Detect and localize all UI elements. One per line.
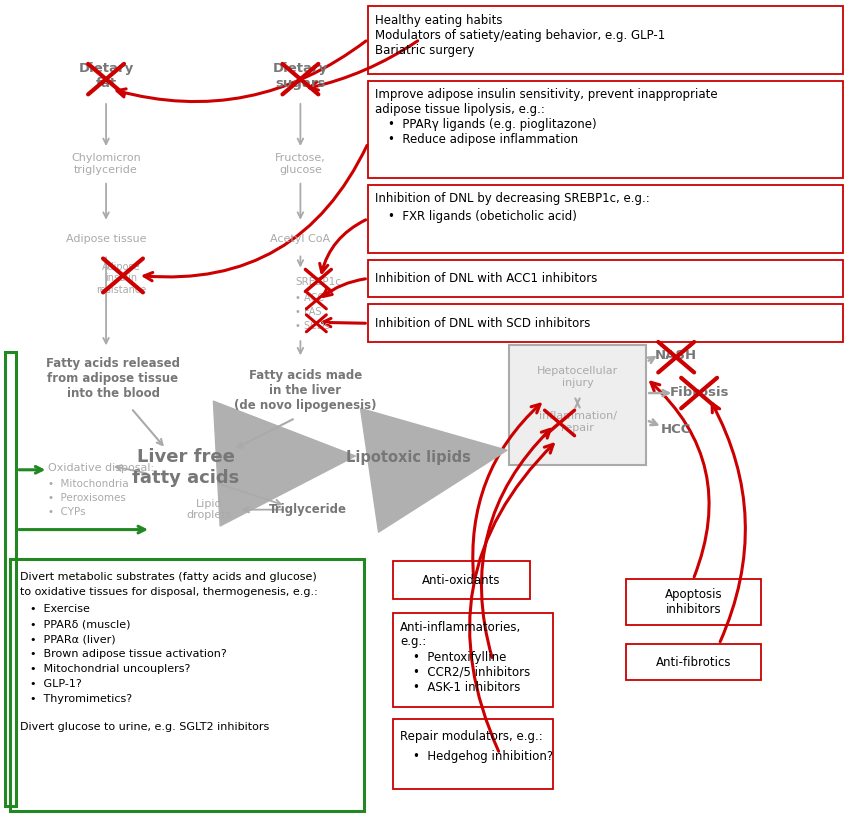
Text: •  Mitochondrial uncouplers?: • Mitochondrial uncouplers? (31, 664, 191, 674)
FancyBboxPatch shape (393, 613, 552, 707)
Text: Lipid
droplets: Lipid droplets (186, 499, 231, 520)
Text: Hepatocellular
injury: Hepatocellular injury (536, 366, 618, 388)
Text: •  Peroxisomes: • Peroxisomes (49, 493, 126, 503)
FancyBboxPatch shape (368, 7, 842, 75)
FancyBboxPatch shape (625, 579, 760, 625)
FancyBboxPatch shape (368, 185, 842, 252)
Text: Fatty acids released
from adipose tissue
into the blood: Fatty acids released from adipose tissue… (46, 356, 180, 400)
FancyBboxPatch shape (368, 305, 842, 342)
FancyBboxPatch shape (508, 346, 646, 465)
Text: to oxidative tissues for disposal, thermogenesis, e.g.:: to oxidative tissues for disposal, therm… (20, 587, 318, 597)
Text: Adipose tissue: Adipose tissue (66, 233, 147, 243)
Text: •  PPARγ ligands (e.g. pioglitazone): • PPARγ ligands (e.g. pioglitazone) (388, 119, 596, 132)
Text: Inhibition of DNL by decreasing SREBP1c, e.g.:: Inhibition of DNL by decreasing SREBP1c,… (375, 192, 649, 206)
Text: NASH: NASH (654, 349, 696, 362)
Text: •  Pentoxifylline: • Pentoxifylline (412, 650, 506, 663)
Text: Modulators of satiety/eating behavior, e.g. GLP-1: Modulators of satiety/eating behavior, e… (375, 29, 665, 42)
Text: Repair modulators, e.g.:: Repair modulators, e.g.: (400, 731, 542, 744)
FancyBboxPatch shape (10, 559, 364, 811)
Text: •  GLP-1?: • GLP-1? (31, 679, 82, 689)
Text: Adipose
insulin
resistance: Adipose insulin resistance (95, 262, 146, 295)
Text: Improve adipose insulin sensitivity, prevent inappropriate: Improve adipose insulin sensitivity, pre… (375, 88, 717, 101)
Text: •  Thyromimetics?: • Thyromimetics? (31, 694, 132, 704)
Text: •  CCR2/5 inhibitors: • CCR2/5 inhibitors (412, 666, 530, 679)
Text: HCC: HCC (660, 423, 691, 437)
Text: e.g.:: e.g.: (400, 635, 426, 648)
Text: SREBP1c: SREBP1c (295, 278, 341, 287)
Text: Triglyceride: Triglyceride (268, 503, 346, 516)
FancyBboxPatch shape (393, 719, 552, 789)
Text: inflammation/
repair: inflammation/ repair (538, 411, 616, 432)
Text: •  Brown adipose tissue activation?: • Brown adipose tissue activation? (31, 649, 227, 659)
Text: • SCDs: • SCDs (295, 321, 330, 331)
Text: Anti-fibrotics: Anti-fibrotics (655, 656, 730, 668)
Text: adipose tissue lipolysis, e.g.:: adipose tissue lipolysis, e.g.: (375, 102, 544, 115)
Text: Healthy eating habits: Healthy eating habits (375, 14, 502, 27)
Text: Fibrosis: Fibrosis (669, 386, 728, 399)
Text: •  CYPs: • CYPs (49, 507, 86, 517)
Text: Fatty acids made
in the liver
(de novo lipogenesis): Fatty acids made in the liver (de novo l… (233, 369, 377, 412)
Text: •  Hedgehog inhibition?: • Hedgehog inhibition? (412, 750, 552, 763)
Text: Anti-inflammatories,: Anti-inflammatories, (400, 621, 521, 634)
Text: Chylomicron
triglyceride: Chylomicron triglyceride (71, 153, 141, 174)
Text: • ACC: • ACC (295, 293, 324, 303)
Text: Anti-oxidants: Anti-oxidants (422, 574, 500, 587)
FancyBboxPatch shape (368, 81, 842, 178)
Text: Dietary
fat: Dietary fat (78, 62, 134, 90)
Text: inhibitors: inhibitors (665, 603, 721, 616)
Text: Liver free
fatty acids: Liver free fatty acids (132, 448, 239, 487)
Text: Inhibition of DNL with ACC1 inhibitors: Inhibition of DNL with ACC1 inhibitors (375, 272, 597, 285)
Text: Acetyl CoA: Acetyl CoA (270, 233, 330, 243)
Text: •  PPARδ (muscle): • PPARδ (muscle) (31, 619, 130, 629)
Text: • FAS: • FAS (295, 307, 321, 317)
Text: •  FXR ligands (obeticholic acid): • FXR ligands (obeticholic acid) (388, 210, 576, 223)
Text: Dietary
sugars: Dietary sugars (273, 62, 328, 90)
Text: •  PPARα (liver): • PPARα (liver) (31, 634, 116, 645)
FancyBboxPatch shape (393, 562, 529, 600)
Text: Oxidative disposal:: Oxidative disposal: (49, 463, 154, 473)
Text: •  Reduce adipose inflammation: • Reduce adipose inflammation (388, 133, 578, 147)
Text: Lipotoxic lipids: Lipotoxic lipids (345, 450, 470, 465)
Text: Fructose,
glucose: Fructose, glucose (274, 153, 325, 174)
Text: Divert metabolic substrates (fatty acids and glucose): Divert metabolic substrates (fatty acids… (20, 572, 317, 582)
Text: •  Mitochondria: • Mitochondria (49, 479, 129, 489)
FancyBboxPatch shape (625, 645, 760, 680)
Text: •  ASK-1 inhibitors: • ASK-1 inhibitors (412, 681, 520, 694)
Text: Inhibition of DNL with SCD inhibitors: Inhibition of DNL with SCD inhibitors (375, 317, 590, 330)
Text: Apoptosis: Apoptosis (664, 588, 722, 601)
Text: Bariatric surgery: Bariatric surgery (375, 43, 474, 57)
Text: •  Exercise: • Exercise (31, 604, 90, 614)
Text: Divert glucose to urine, e.g. SGLT2 inhibitors: Divert glucose to urine, e.g. SGLT2 inhi… (20, 722, 269, 732)
FancyBboxPatch shape (368, 260, 842, 297)
